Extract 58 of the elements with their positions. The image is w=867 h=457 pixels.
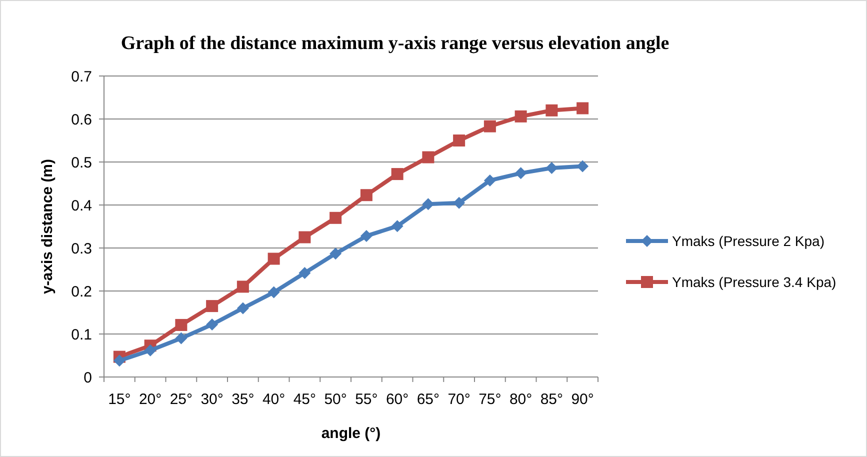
point <box>175 332 188 344</box>
point <box>576 102 589 114</box>
x-tick-label: 25° <box>170 391 193 408</box>
x-tick-label: 90° <box>571 391 594 408</box>
legend-label: Ymaks (Pressure 3.4 Kpa) <box>672 274 836 290</box>
point <box>360 189 372 202</box>
x-tick-label: 65° <box>416 391 440 408</box>
y-tick-label: 0.6 <box>71 111 92 128</box>
x-tick-label: 40° <box>262 391 286 408</box>
y-tick-label: 0.2 <box>71 283 92 300</box>
point <box>268 252 280 265</box>
point <box>576 160 589 172</box>
point <box>453 134 466 146</box>
point <box>484 120 496 132</box>
point <box>453 196 466 209</box>
x-tick-label: 55° <box>355 391 378 408</box>
point <box>360 230 372 242</box>
x-tick-label: 30° <box>200 391 224 408</box>
y-tick-label: 0 <box>84 369 92 386</box>
y-tick-label: 0.5 <box>71 154 92 172</box>
point <box>422 151 434 164</box>
point <box>206 300 218 312</box>
x-tick-label: 70° <box>448 391 470 408</box>
point <box>206 318 218 331</box>
point <box>144 344 156 356</box>
point <box>391 220 404 232</box>
point <box>175 318 188 331</box>
x-tick-label: 15° <box>108 391 131 408</box>
point <box>298 266 311 279</box>
point <box>113 354 126 367</box>
point <box>514 110 527 122</box>
chart-title: Graph of the distance maximum y-axis range versus elevation angle <box>120 33 670 54</box>
point <box>330 248 342 260</box>
y-tick-label: 0.7 <box>71 68 92 86</box>
x-tick-label: 85° <box>540 391 564 408</box>
legend-label: Ymaks (Pressure 2 Kpa) <box>672 232 824 249</box>
point <box>298 231 311 244</box>
point <box>391 168 404 180</box>
point <box>546 104 558 116</box>
x-tick-label: 20° <box>138 391 162 408</box>
point <box>484 174 496 186</box>
y-tick-label: 0.4 <box>71 197 92 214</box>
point <box>514 167 527 180</box>
x-tick-label: 75° <box>478 391 502 408</box>
x-axis-title: angle (°) <box>321 425 381 442</box>
point <box>330 212 342 224</box>
y-axis-title: y-axis distance (m) <box>39 158 56 294</box>
point <box>236 280 249 293</box>
x-tick-label: 45° <box>293 391 316 408</box>
y-tick-label: 0.3 <box>71 240 92 258</box>
x-tick-label: 60° <box>386 391 409 408</box>
point <box>268 286 280 298</box>
point <box>546 162 558 174</box>
point <box>236 302 249 314</box>
x-tick-label: 80° <box>509 391 532 408</box>
y-tick-label: 0.1 <box>71 326 92 344</box>
x-tick-label: 50° <box>324 391 347 408</box>
x-tick-label: 35° <box>232 391 254 408</box>
